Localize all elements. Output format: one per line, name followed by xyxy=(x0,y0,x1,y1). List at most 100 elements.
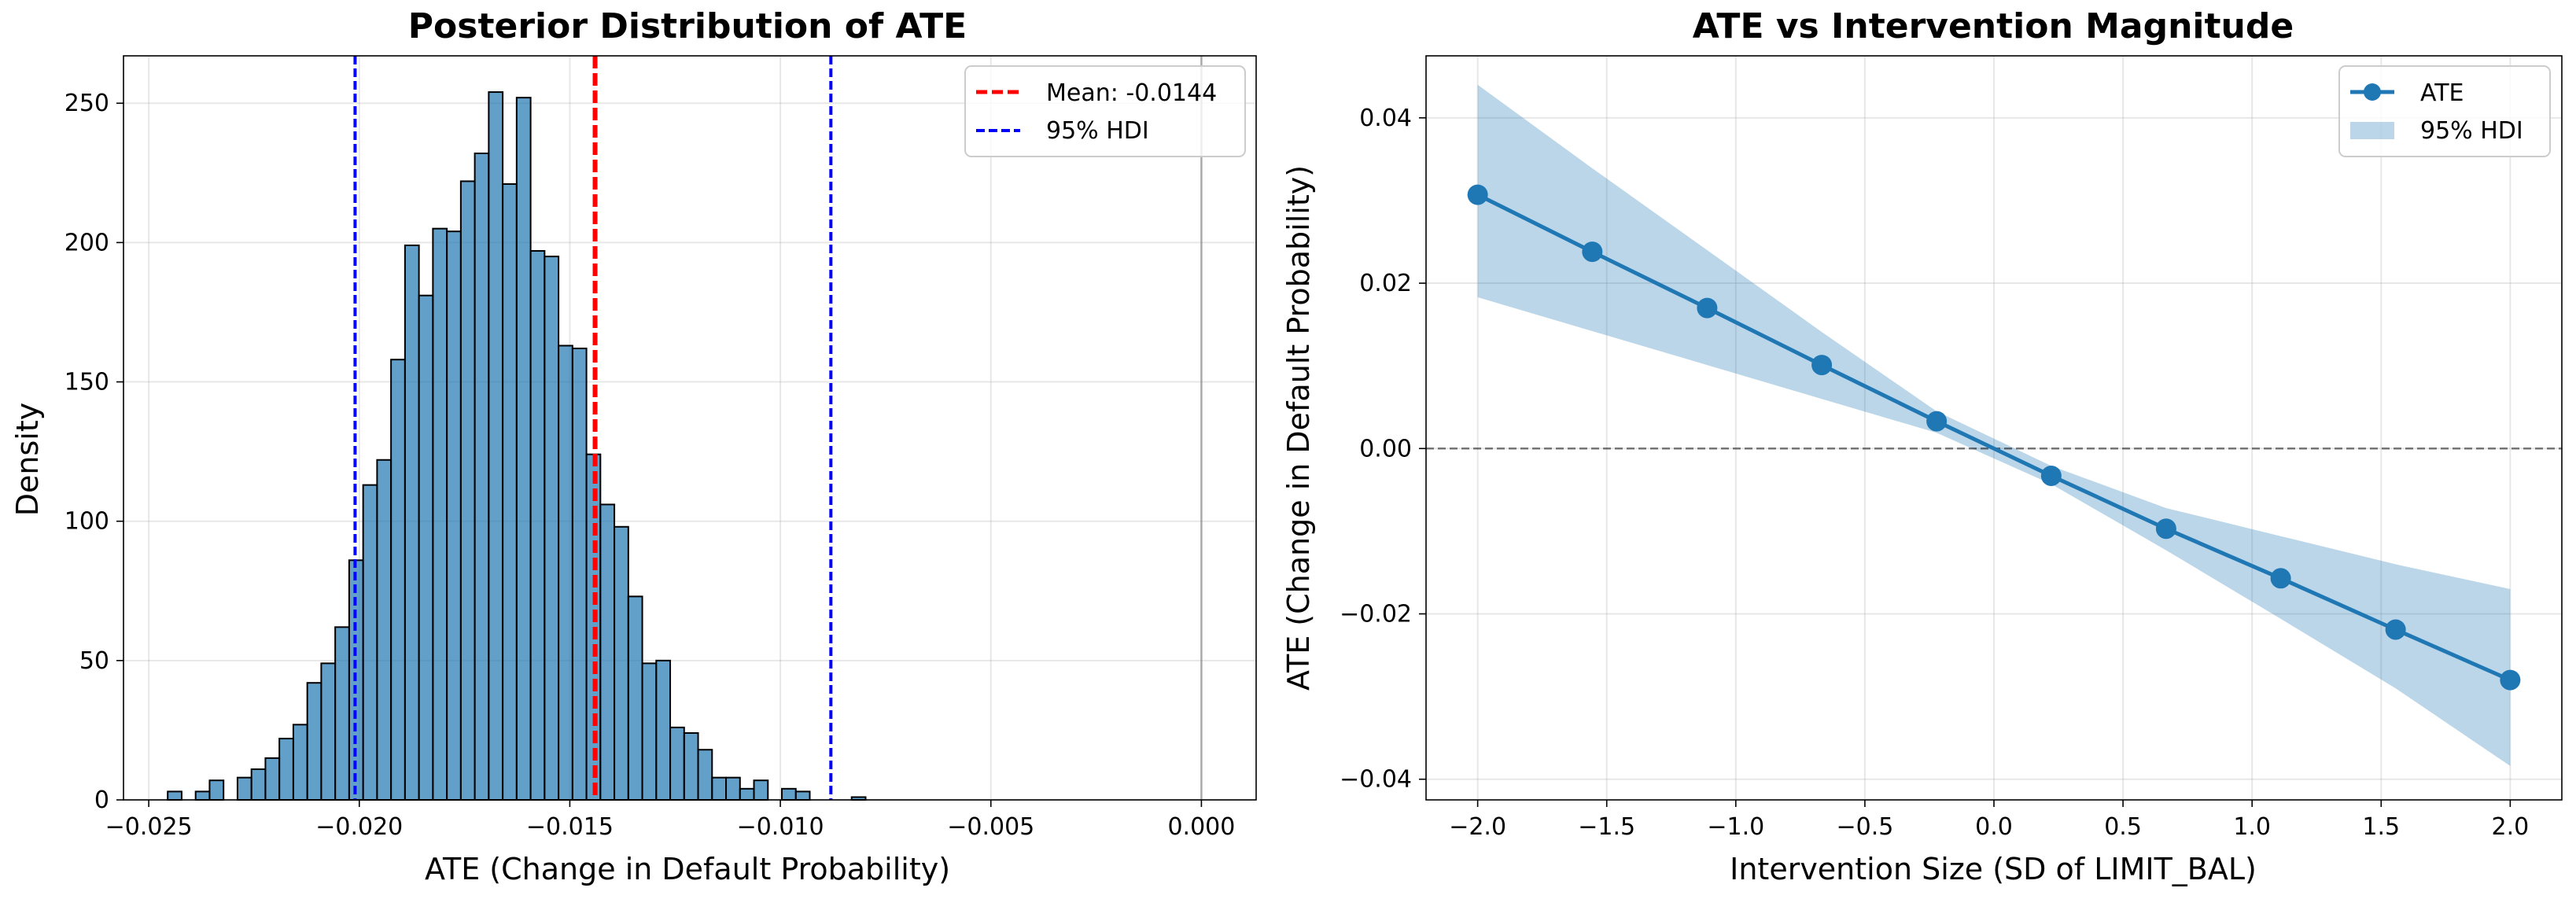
histogram-y-tick-label: 50 xyxy=(79,647,109,675)
ate-point xyxy=(2500,669,2521,691)
line-chart-ate-series xyxy=(1467,184,2521,691)
histogram-bar xyxy=(167,790,182,801)
histogram-y-tick-label: 150 xyxy=(64,369,109,396)
histogram-bar xyxy=(571,348,588,801)
histogram-x-tick-label: −0.010 xyxy=(737,813,824,841)
line-chart-x-tick-label: 0.5 xyxy=(2104,813,2142,841)
ate-point xyxy=(2155,518,2176,540)
ate-point xyxy=(1926,411,1948,432)
legend-mean-label: Mean: -0.0144 xyxy=(1046,79,1217,107)
histogram-bar xyxy=(683,731,699,801)
histogram-bar xyxy=(614,525,629,801)
histogram-bar xyxy=(432,227,448,801)
histogram-bar xyxy=(794,790,811,801)
histogram-y-tick-label: 0 xyxy=(94,787,109,814)
histogram-bar xyxy=(558,344,573,801)
histogram-legend-box xyxy=(964,65,1246,157)
legend-ate-swatch-marker xyxy=(2364,83,2381,101)
histogram-bar xyxy=(320,662,337,801)
histogram-bar xyxy=(334,626,350,801)
histogram-bar xyxy=(278,738,294,801)
histogram-x-tick-label: −0.015 xyxy=(526,813,614,841)
line-chart-y-tick-label: −0.02 xyxy=(1340,601,1412,628)
line-chart-hdi-band xyxy=(1477,84,2511,766)
histogram-bar xyxy=(781,787,797,801)
ate-point xyxy=(2040,465,2062,486)
histogram-bar xyxy=(446,230,462,801)
ate-point xyxy=(1467,184,1488,205)
histogram-bar xyxy=(306,682,322,801)
histogram-bar xyxy=(529,250,546,801)
histogram-title: Posterior Distribution of ATE xyxy=(408,6,967,46)
legend-band-label: 95% HDI xyxy=(2420,117,2523,145)
line-chart-x-tick-label: −1.5 xyxy=(1578,813,1635,841)
histogram-bar xyxy=(599,503,616,801)
line-chart-y-axis-label: ATE (Change in Default Probability) xyxy=(1281,165,1316,691)
histogram-bar xyxy=(418,294,434,801)
line-chart-x-tick-label: 1.0 xyxy=(2233,813,2271,841)
line-chart-legend-box xyxy=(2338,65,2551,157)
histogram-bar xyxy=(488,91,504,801)
histogram-y-tick-label: 250 xyxy=(64,90,109,117)
ate-point xyxy=(2270,568,2291,589)
histogram-y-tick-label: 100 xyxy=(64,508,109,536)
histogram-y-axis-label: Density xyxy=(10,403,45,516)
line-chart-y-tick-label: 0.00 xyxy=(1359,435,1412,462)
histogram-bar xyxy=(250,768,267,801)
histogram-bar xyxy=(474,153,490,801)
histogram-bar xyxy=(264,757,281,801)
ate-point xyxy=(1582,241,1603,263)
histogram-bar xyxy=(711,776,728,801)
histogram-legend: Mean: -0.0144 95% HDI xyxy=(964,65,1246,157)
histogram-bar xyxy=(725,776,741,801)
line-chart-x-tick-label: 0.0 xyxy=(1975,813,2013,841)
histogram-bar xyxy=(697,749,713,801)
histogram-bar xyxy=(376,459,392,801)
line-chart-legend: ATE 95% HDI xyxy=(2338,65,2551,157)
legend-band-swatch xyxy=(2350,122,2394,139)
histogram-bar xyxy=(627,595,643,801)
ate-line xyxy=(1476,193,2512,682)
histogram-x-tick-label: −0.025 xyxy=(105,813,193,841)
line-chart-y-tick-label: 0.04 xyxy=(1359,105,1412,132)
histogram-plot-frame xyxy=(123,55,1257,801)
line-chart-y-tick-label: −0.04 xyxy=(1340,766,1412,794)
line-chart-ticks: −2.0 −1.5 −1.0 −0.5 0.0 0.5 1.0 1.5 2.0 −0.04 −0.0… xyxy=(1340,105,2529,841)
histogram-bar xyxy=(236,776,252,801)
histogram-bar xyxy=(194,790,211,801)
ate-point xyxy=(2385,619,2406,640)
hdi-band-area xyxy=(1477,84,2511,766)
histogram-bar xyxy=(669,726,685,801)
histogram-bar xyxy=(655,659,672,801)
histogram-bar xyxy=(502,182,518,801)
line-chart-x-tick-label: −1.0 xyxy=(1707,813,1764,841)
histogram-reference-lines xyxy=(353,56,1203,800)
line-chart-x-tick-label: 1.5 xyxy=(2362,813,2400,841)
ate-point xyxy=(1697,297,1718,319)
histogram-bar xyxy=(544,256,560,801)
legend-hdi-label: 95% HDI xyxy=(1046,117,1149,145)
histogram-bar xyxy=(753,779,769,801)
histogram-x-axis-label: ATE (Change in Default Probability) xyxy=(425,852,950,886)
histogram-bar xyxy=(515,97,532,801)
line-chart-title: ATE vs Intervention Magnitude xyxy=(1693,6,2294,46)
histogram-x-tick-label: −0.005 xyxy=(947,813,1034,841)
histogram-bar xyxy=(362,484,378,801)
histogram-y-tick-label: 200 xyxy=(64,229,109,256)
histogram-ticks: −0.025 −0.020 −0.015 −0.010 −0.005 0.000 0 50 10… xyxy=(64,90,1236,841)
line-chart-x-axis-label: Intervention Size (SD of LIMIT_BAL) xyxy=(1730,852,2257,886)
ate-line-panel: ATE vs Intervention Magnitude Interventi… xyxy=(1281,6,2563,886)
histogram-bar xyxy=(641,662,658,801)
line-chart-y-tick-label: 0.02 xyxy=(1359,270,1412,297)
legend-ate-label: ATE xyxy=(2420,79,2464,107)
histogram-bar xyxy=(292,724,308,801)
histogram-bar xyxy=(390,359,406,801)
line-chart-x-tick-label: −0.5 xyxy=(1836,813,1893,841)
histogram-bar xyxy=(404,244,420,801)
histogram-x-tick-label: −0.020 xyxy=(315,813,403,841)
histogram-bar xyxy=(739,787,755,801)
histogram-bar xyxy=(208,779,225,801)
histogram-x-tick-label: 0.000 xyxy=(1167,813,1235,841)
histogram-bar xyxy=(459,180,476,801)
